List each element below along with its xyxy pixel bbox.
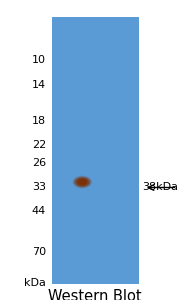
Text: 10: 10	[32, 55, 46, 65]
Text: 18: 18	[32, 116, 46, 127]
Text: Western Blot: Western Blot	[48, 289, 142, 300]
Ellipse shape	[75, 178, 89, 187]
Text: 70: 70	[32, 247, 46, 257]
Text: 22: 22	[32, 140, 46, 151]
Text: kDa: kDa	[24, 278, 46, 288]
Text: 14: 14	[32, 80, 46, 91]
Text: 26: 26	[32, 158, 46, 169]
Ellipse shape	[73, 176, 92, 188]
Ellipse shape	[79, 180, 85, 184]
Ellipse shape	[77, 178, 87, 186]
Text: 44: 44	[32, 206, 46, 217]
Text: 38kDa: 38kDa	[142, 182, 178, 193]
Ellipse shape	[74, 177, 91, 188]
FancyBboxPatch shape	[52, 16, 139, 283]
Text: 33: 33	[32, 182, 46, 193]
